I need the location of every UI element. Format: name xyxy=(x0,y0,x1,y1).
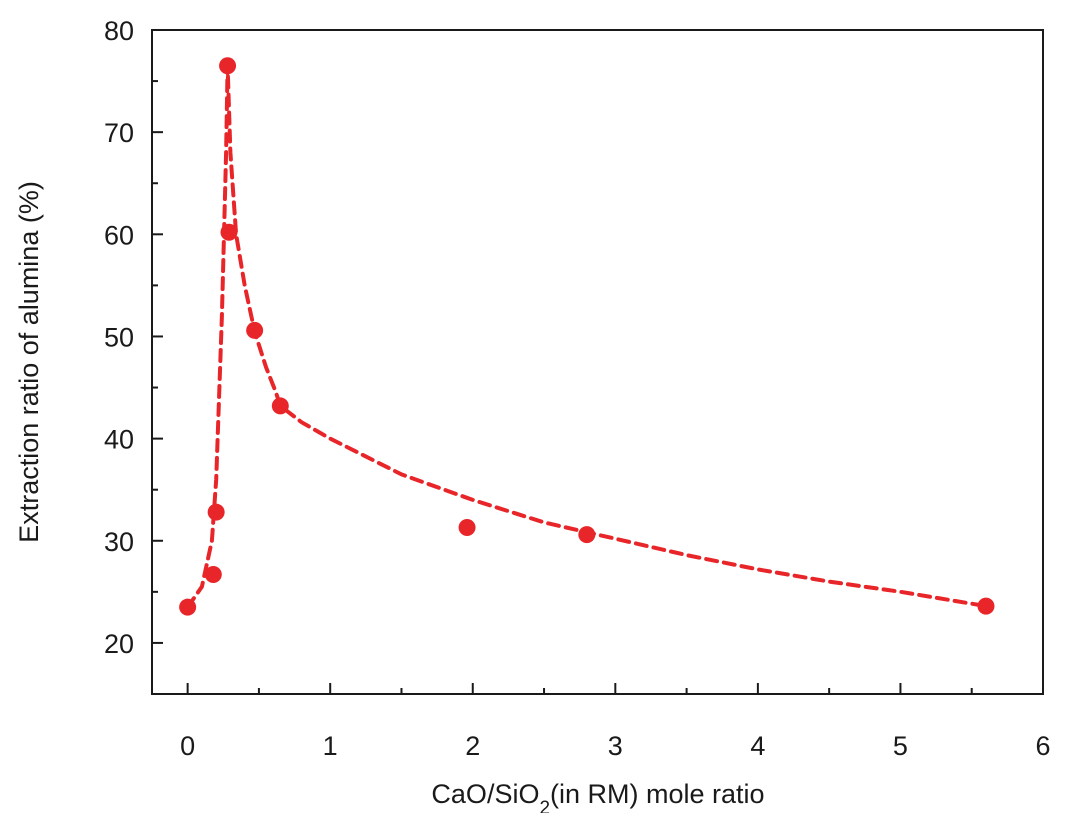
y-tick-label: 20 xyxy=(104,629,134,659)
x-tick-label: 6 xyxy=(1035,731,1050,761)
data-point xyxy=(458,518,476,536)
y-tick-label: 70 xyxy=(104,118,134,148)
x-axis-title-subscript: 2 xyxy=(539,798,550,813)
y-tick-label: 50 xyxy=(104,322,134,352)
y-axis-title: Extraction ratio of alumina (%) xyxy=(14,181,44,543)
data-point xyxy=(204,565,222,583)
x-tick-label: 1 xyxy=(323,731,338,761)
x-tick-label: 5 xyxy=(893,731,908,761)
data-point xyxy=(179,598,197,616)
fit-curve xyxy=(185,63,988,610)
y-tick-label: 40 xyxy=(104,425,134,455)
axis-ticks xyxy=(152,29,1044,694)
y-tick-label: 60 xyxy=(104,220,134,250)
x-tick-label: 0 xyxy=(180,731,195,761)
data-point xyxy=(246,321,264,339)
data-point xyxy=(220,223,238,241)
fit-curve-line xyxy=(185,63,988,610)
x-axis-title-main: CaO/SiO xyxy=(431,779,539,809)
data-point xyxy=(271,397,289,415)
x-axis-title: CaO/SiO2(in RM) mole ratio xyxy=(431,779,764,813)
x-tick-label: 3 xyxy=(608,731,623,761)
data-point xyxy=(578,526,596,544)
data-point xyxy=(977,597,995,615)
data-point xyxy=(207,503,225,521)
data-point xyxy=(219,57,237,75)
x-tick-label: 4 xyxy=(750,731,765,761)
y-tick-label: 30 xyxy=(104,527,134,557)
x-tick-label: 2 xyxy=(465,731,480,761)
x-axis-title-tail: (in RM) mole ratio xyxy=(550,779,765,809)
data-points xyxy=(179,57,995,616)
axis-tick-labels: 0 1 2 3 4 5 6 20 30 40 50 60 70 80 xyxy=(104,16,1051,761)
y-tick-label: 80 xyxy=(104,16,134,46)
plot-frame xyxy=(151,29,1044,695)
